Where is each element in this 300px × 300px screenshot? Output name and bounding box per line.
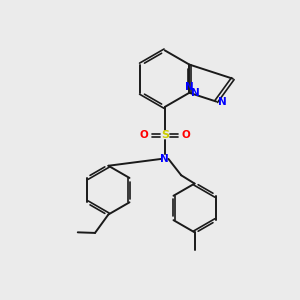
Text: O: O — [182, 130, 190, 140]
Text: N: N — [160, 154, 169, 164]
Text: O: O — [139, 130, 148, 140]
Text: N: N — [185, 82, 194, 92]
Text: S: S — [161, 130, 169, 140]
Text: N: N — [191, 88, 200, 98]
Text: N: N — [218, 97, 227, 106]
